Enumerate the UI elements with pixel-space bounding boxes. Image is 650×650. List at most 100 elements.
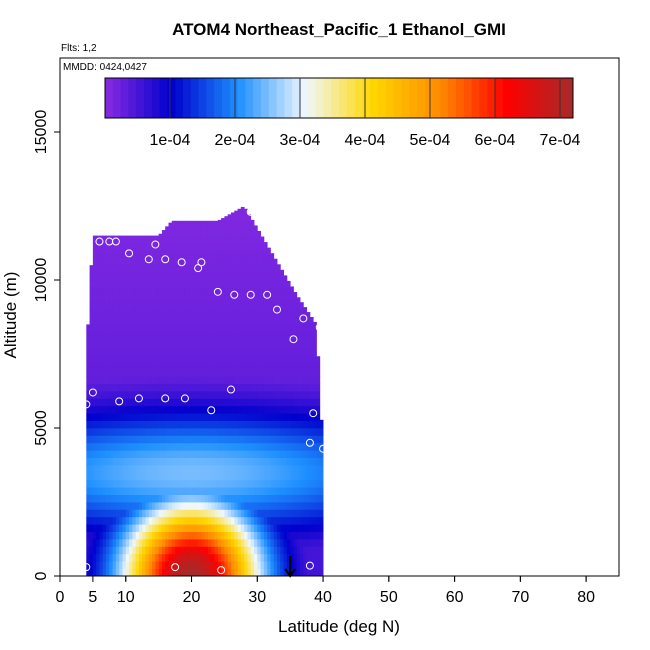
heatmap-cell	[303, 479, 308, 488]
heatmap-cell	[300, 324, 304, 333]
heatmap-cell	[250, 220, 255, 229]
heatmap-cell	[230, 339, 235, 347]
heatmap-cell	[217, 494, 222, 503]
heatmap-cell	[125, 361, 130, 370]
heatmap-cell	[207, 243, 212, 251]
heatmap-cell	[129, 346, 133, 355]
heatmap-cell	[135, 294, 140, 303]
heatmap-cell	[109, 472, 114, 481]
heatmap-cell	[142, 391, 146, 399]
heatmap-cell	[247, 339, 252, 347]
heatmap-cell	[211, 465, 215, 473]
heatmap-cell	[175, 235, 179, 244]
heatmap-cell	[296, 297, 301, 303]
heatmap-cell	[240, 531, 245, 540]
heatmap-cell	[250, 302, 255, 310]
heatmap-cell	[171, 553, 176, 562]
heatmap-cell	[227, 220, 232, 229]
heatmap-cell	[313, 376, 317, 384]
heatmap-cell	[227, 516, 232, 525]
heatmap-cell	[234, 450, 238, 458]
heatmap-cell	[115, 280, 120, 288]
heatmap-cell	[132, 391, 137, 399]
heatmap-cell	[250, 494, 255, 503]
heatmap-cell	[165, 509, 169, 518]
heatmap-cell	[125, 405, 130, 414]
heatmap-cell	[86, 516, 90, 525]
heatmap-cell	[158, 383, 163, 392]
heatmap-cell	[309, 568, 314, 577]
heatmap-cell	[244, 479, 248, 488]
heatmap-cell	[250, 465, 255, 473]
colorbar-tick-label: 7e-04	[540, 132, 581, 149]
heatmap-cell	[270, 435, 275, 444]
heatmap-cell	[191, 561, 196, 569]
heatmap-cell	[204, 265, 209, 273]
heatmap-cell	[142, 324, 146, 333]
heatmap-cell	[293, 553, 298, 562]
heatmap-cell	[194, 494, 199, 503]
heatmap-cell	[254, 368, 258, 377]
heatmap-cell	[96, 487, 100, 495]
heatmap-cell	[227, 413, 232, 421]
heatmap-cell	[254, 442, 258, 451]
heatmap-cell	[221, 287, 225, 296]
heatmap-cell	[102, 531, 107, 540]
heatmap-cell	[309, 339, 314, 347]
heatmap-cell	[161, 516, 166, 525]
heatmap-cell	[201, 272, 206, 281]
heatmap-cell	[132, 339, 137, 347]
heatmap-cell	[267, 442, 271, 451]
heatmap-cell	[158, 502, 163, 510]
heatmap-cell	[132, 442, 137, 451]
heatmap-cell	[250, 383, 255, 392]
heatmap-cell	[217, 368, 222, 377]
heatmap-cell	[129, 243, 133, 251]
heatmap-cell	[112, 539, 117, 547]
heatmap-cell	[250, 339, 255, 347]
heatmap-cell	[244, 457, 248, 466]
heatmap-cell	[158, 450, 163, 458]
heatmap-cell	[194, 420, 199, 429]
heatmap-cell	[204, 494, 209, 503]
heatmap-cell	[267, 487, 271, 495]
sample-point	[226, 385, 235, 394]
heatmap-cell	[237, 220, 242, 229]
heatmap-cell	[86, 413, 90, 421]
heatmap-cell	[89, 376, 94, 384]
heatmap-cell	[250, 442, 255, 451]
heatmap-cell	[319, 561, 324, 569]
heatmap-cell	[247, 235, 252, 244]
heatmap-cell	[244, 354, 248, 362]
heatmap-cell	[135, 287, 140, 296]
heatmap-cell	[277, 413, 281, 421]
colorbar-swatch	[495, 78, 504, 118]
heatmap-cell	[109, 479, 114, 488]
heatmap-cell	[129, 457, 133, 466]
heatmap-cell	[201, 398, 206, 407]
heatmap-cell	[92, 494, 97, 503]
heatmap-cell	[309, 472, 314, 481]
heatmap-cell	[234, 472, 238, 481]
heatmap-cell	[122, 354, 127, 362]
heatmap-cell	[221, 509, 225, 518]
heatmap-cell	[267, 383, 271, 392]
heatmap-cell	[129, 272, 133, 281]
heatmap-cell	[244, 302, 248, 310]
heatmap-cell	[260, 398, 265, 407]
heatmap-cell	[211, 243, 215, 251]
heatmap-cell	[263, 531, 268, 540]
heatmap-cell	[221, 553, 225, 562]
heatmap-cell	[106, 294, 110, 303]
heatmap-cell	[250, 309, 255, 318]
heatmap-cell	[224, 317, 229, 325]
heatmap-cell	[181, 502, 186, 510]
heatmap-cell	[178, 280, 183, 288]
heatmap-cell	[303, 509, 308, 518]
heatmap-cell	[148, 383, 153, 392]
heatmap-cell	[257, 479, 261, 488]
heatmap-cell	[237, 465, 242, 473]
heatmap-cell	[319, 494, 324, 503]
heatmap-cell	[217, 243, 222, 251]
heatmap-cell	[263, 354, 268, 362]
